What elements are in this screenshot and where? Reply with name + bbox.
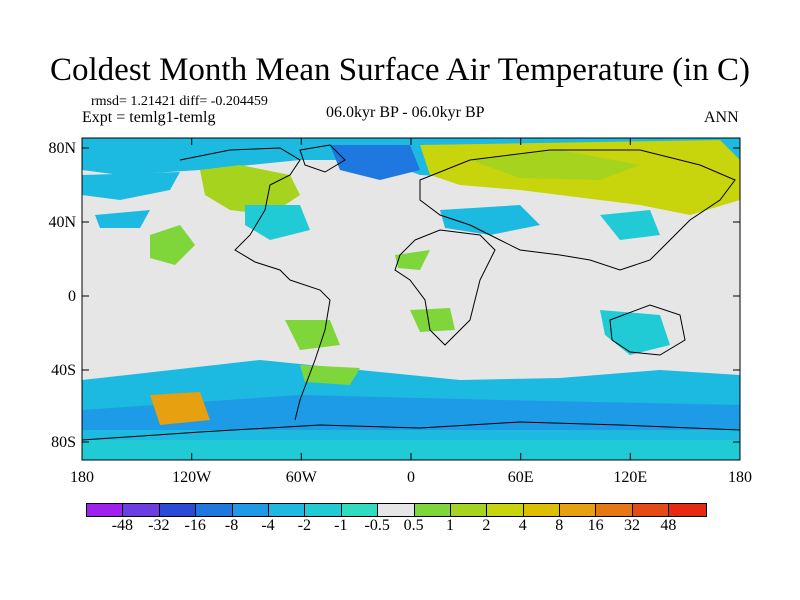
colorbar-box — [123, 504, 160, 516]
colorbar-box — [560, 504, 597, 516]
experiment-label: Expt = temlg1-temlg — [82, 109, 216, 126]
colorbar-box — [87, 504, 124, 516]
colorbar-box — [196, 504, 233, 516]
colorbar-box — [669, 504, 706, 516]
colorbar-label: 4 — [518, 517, 527, 534]
lat-label: 40S — [51, 362, 76, 379]
colorbar-label: -4 — [261, 517, 275, 534]
lon-label: 120E — [613, 469, 647, 486]
colorbar-box — [523, 504, 561, 516]
middle-east-patch — [440, 205, 540, 235]
lat-label: 0 — [68, 288, 76, 305]
antarctic-patch — [82, 440, 740, 460]
colorbar-label: 2 — [482, 517, 491, 534]
colorbar-label: 32 — [624, 517, 640, 534]
southern-africa-patch — [410, 308, 455, 332]
lat-label: 80N — [48, 140, 76, 157]
lat-label: 40N — [48, 214, 76, 231]
south-atlantic-patch — [285, 320, 340, 350]
colorbar-label: -16 — [184, 517, 206, 534]
sahara-patch — [395, 250, 430, 270]
colorbar-label: -48 — [111, 517, 134, 534]
season-label: ANN — [704, 109, 739, 126]
colorbar-box — [268, 504, 306, 516]
lon-label: 0 — [407, 469, 415, 486]
coastlines — [82, 144, 740, 441]
colorbar-label: 16 — [587, 517, 604, 534]
colorbar-label: 0.5 — [403, 517, 424, 534]
lon-label: 60W — [286, 469, 318, 486]
lon-label: 180 — [728, 469, 752, 486]
southern-warm-patch — [150, 392, 210, 425]
plot-title: Coldest Month Mean Surface Air Temperatu… — [50, 52, 750, 88]
colorbar-label: -1 — [334, 517, 348, 534]
colorbar-box — [487, 504, 524, 516]
colorbar-box — [632, 504, 670, 516]
stats-text: rmsd= 1.21421 diff= -0.204459 — [91, 94, 268, 109]
colorbar-box — [305, 504, 342, 516]
colorbar-box — [341, 504, 379, 516]
east-asia-patch — [600, 210, 660, 240]
east-pacific-patch — [150, 225, 195, 265]
south-america-south-patch — [300, 365, 360, 385]
lon-label: 60E — [508, 469, 534, 486]
colorbar-label: 8 — [555, 517, 564, 534]
period-label: 06.0kyr BP - 06.0kyr BP — [326, 104, 485, 121]
colorbar-label: 48 — [660, 517, 677, 534]
tick-marks — [82, 138, 740, 460]
us-east-patch — [245, 205, 310, 240]
colorbar-label: 1 — [446, 517, 454, 534]
colorbar-box — [450, 504, 488, 516]
colorbar — [86, 503, 707, 517]
colorbar-label: -8 — [224, 517, 239, 534]
lon-label: 180 — [70, 469, 94, 486]
colorbar-box — [378, 504, 415, 516]
north-pacific-patch — [82, 172, 180, 200]
north-america-warm-patch — [200, 165, 300, 215]
colorbar-box — [159, 504, 197, 516]
latitude-labels: 80N 40N 0 40S 80S — [48, 140, 76, 451]
lon-label: 120W — [172, 469, 212, 486]
colorbar-box — [596, 504, 633, 516]
map-frame — [81, 137, 741, 461]
north-atlantic-cold-patch — [330, 145, 420, 180]
colorbar-label: -2 — [297, 517, 312, 534]
colorbar-box — [232, 504, 269, 516]
southern-ocean-core — [82, 395, 740, 430]
eurasia-warm-core — [470, 150, 640, 180]
map-field — [82, 138, 740, 460]
lat-label: 80S — [51, 434, 76, 451]
longitude-labels: 180 120W 60W 0 60E 120E 180 — [70, 469, 752, 486]
colorbar-label: -0.5 — [364, 517, 390, 534]
colorbar-label: -32 — [148, 517, 170, 534]
colorbar-box — [414, 504, 451, 516]
pacific-small-patch — [95, 210, 150, 228]
